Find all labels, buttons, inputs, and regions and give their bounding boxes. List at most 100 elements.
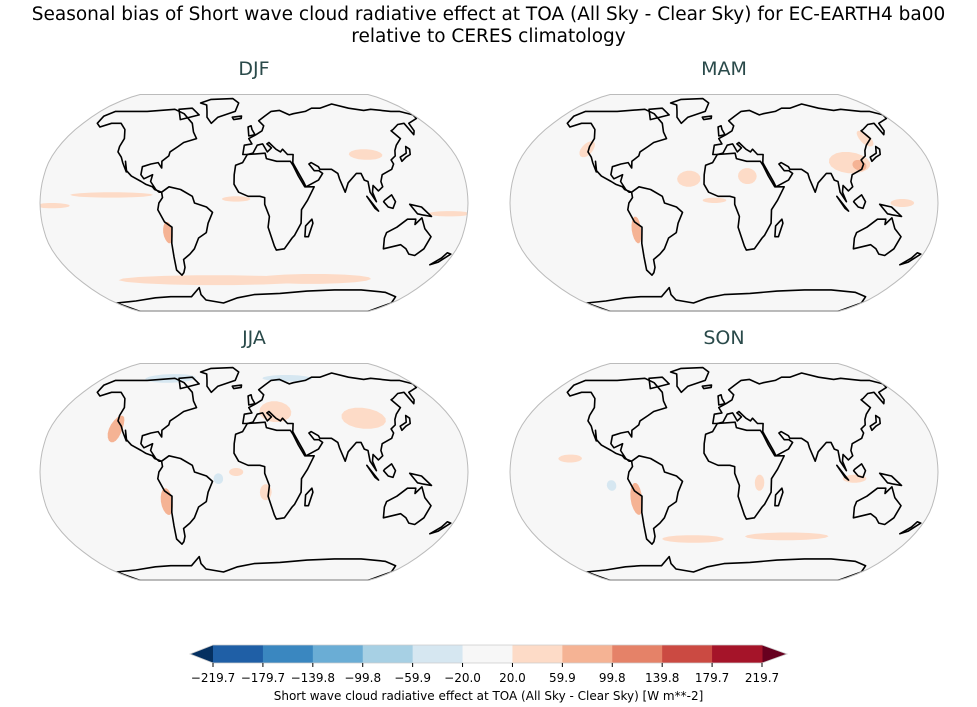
coastline-japan	[869, 145, 881, 163]
bias-patch	[631, 216, 642, 244]
coastline-japan	[399, 145, 411, 163]
map-background	[40, 94, 468, 312]
coastline-eurasia	[712, 103, 888, 203]
bias-patch	[259, 401, 292, 422]
coastline-iceland	[231, 384, 243, 390]
bias-patch	[738, 168, 757, 184]
coastline-borneo	[382, 194, 397, 210]
bias-patch	[428, 211, 468, 217]
coastline-greenland	[669, 97, 710, 125]
coastline-new-zealand	[429, 521, 452, 535]
bias-patch	[221, 196, 251, 202]
colorbar-segment	[362, 645, 414, 663]
map-djf	[39, 94, 469, 312]
coastline-new-zealand	[429, 252, 452, 266]
panel-title-jja: JJA	[242, 327, 266, 349]
colorbar-tick-label: 59.9	[549, 671, 576, 685]
figure-title: Seasonal bias of Short wave cloud radiat…	[31, 4, 946, 25]
coastline-south-america	[157, 455, 214, 545]
colorbar-segment	[213, 645, 264, 663]
coastline-baffin	[178, 107, 200, 121]
panel-title-mam: MAM	[701, 58, 747, 80]
coastline-new-guinea	[878, 203, 903, 218]
map-background	[510, 94, 938, 312]
coastline-australia	[852, 486, 902, 526]
coastline-new-zealand	[899, 521, 922, 535]
bias-patch	[40, 203, 70, 209]
colorbar-segment	[462, 645, 513, 663]
coastline-antarctica	[115, 555, 397, 581]
coastline-australia	[382, 217, 432, 257]
coastline-japan	[399, 414, 411, 432]
map-boundary	[39, 94, 469, 312]
colorbar-tick-label: −59.9	[394, 671, 432, 685]
bias-patch	[744, 532, 829, 541]
bias-patch	[107, 415, 125, 443]
coastline-sumatra	[366, 464, 380, 481]
colorbar-tick-label: −139.8	[290, 671, 336, 685]
colorbar-segment	[662, 645, 713, 663]
bias-patch	[348, 149, 383, 160]
coastline-new-guinea	[878, 472, 903, 487]
colorbar-tick-label: −99.8	[344, 671, 382, 685]
map-boundary	[39, 363, 469, 581]
coastline-north-america	[96, 108, 198, 193]
bias-patch	[606, 480, 617, 491]
map-jja	[39, 363, 469, 581]
bias-patch	[254, 274, 372, 284]
colorbar-tick-label: 139.8	[644, 671, 680, 685]
colorbar-tick-label: −179.7	[240, 671, 286, 685]
map-son	[509, 363, 939, 581]
coastline-madagascar	[304, 218, 314, 238]
coastline-greenland	[199, 97, 240, 125]
coastline-borneo	[852, 194, 867, 210]
colorbar-tick-label: 179.7	[694, 671, 730, 685]
colorbar	[188, 644, 789, 667]
colorbar-tick-label: 219.7	[744, 671, 780, 685]
coastline-baffin	[178, 376, 200, 390]
colorbar-over-arrow	[762, 645, 787, 663]
coastline-britain	[247, 125, 256, 137]
map-boundary	[509, 363, 939, 581]
coastline-new-guinea	[408, 472, 433, 487]
coastline-eurasia	[712, 372, 888, 472]
map-background	[510, 363, 938, 581]
bias-patch	[558, 454, 582, 463]
colorbar-label: Short wave cloud radiative effect at TOA…	[273, 689, 704, 703]
bias-patch	[856, 130, 874, 147]
coastline-eurasia	[242, 103, 418, 203]
coastline-north-america	[96, 377, 198, 462]
bias-patch	[662, 535, 724, 543]
coastline-iceland	[701, 384, 713, 390]
coastline-borneo	[382, 463, 397, 479]
coastline-greenland	[199, 366, 240, 394]
coastline-antarctica	[585, 286, 867, 312]
colorbar-segment	[412, 645, 464, 663]
colorbar-tick-label: 20.0	[499, 671, 526, 685]
coastline-japan	[869, 414, 881, 432]
colorbar-segment	[612, 645, 663, 663]
map-boundary	[509, 94, 939, 312]
map-mam	[509, 94, 939, 312]
coastline-sumatra	[366, 195, 380, 212]
coastline-iceland	[701, 115, 713, 121]
bias-patch	[229, 468, 244, 476]
bias-patch	[70, 192, 154, 198]
colorbar-segment	[712, 645, 763, 663]
coastline-sumatra	[836, 464, 850, 481]
colorbar-tick-label: −20.0	[444, 671, 481, 685]
coastline-baffin	[648, 376, 670, 390]
figure-subtitle: relative to CERES climatology	[351, 26, 626, 47]
colorbar-tick-label: 99.8	[598, 671, 626, 685]
bias-patch	[630, 483, 643, 515]
coastline-britain	[247, 394, 256, 406]
bias-patch	[213, 473, 224, 484]
coastline-greenland	[669, 366, 710, 394]
coastline-britain	[717, 125, 726, 137]
coastline-new-guinea	[408, 203, 433, 218]
coastline-madagascar	[774, 218, 784, 238]
bias-patch	[341, 407, 386, 429]
coastline-britain	[717, 394, 726, 406]
colorbar-tick-label: −219.7	[190, 671, 236, 685]
